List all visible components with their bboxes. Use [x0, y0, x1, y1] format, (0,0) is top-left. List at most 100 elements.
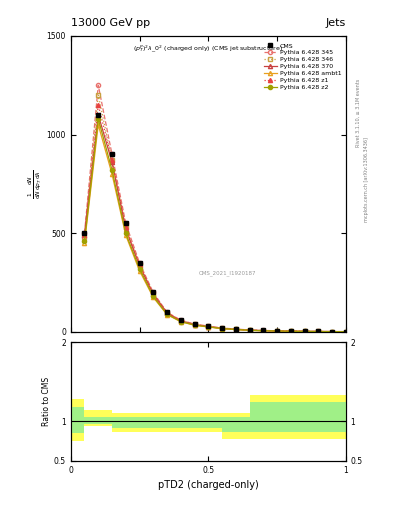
Pythia 6.428 z2	[275, 328, 279, 334]
Text: Rivet 3.1.10, ≥ 3.1M events: Rivet 3.1.10, ≥ 3.1M events	[356, 78, 361, 147]
CMS	[123, 220, 128, 226]
Pythia 6.428 z1	[233, 326, 238, 332]
Y-axis label: $\frac{1}{\mathrm{d}N}\frac{\mathrm{d}N}{\mathrm{d}p_T\,\mathrm{d}\lambda}$: $\frac{1}{\mathrm{d}N}\frac{\mathrm{d}N}…	[27, 169, 44, 199]
Pythia 6.428 z1	[165, 310, 169, 316]
Pythia 6.428 z1	[343, 329, 348, 335]
Pythia 6.428 370	[233, 326, 238, 332]
Pythia 6.428 ambt1	[192, 322, 197, 328]
Pythia 6.428 346	[330, 329, 334, 335]
CMS	[206, 323, 211, 329]
Line: Pythia 6.428 ambt1: Pythia 6.428 ambt1	[83, 122, 348, 334]
Pythia 6.428 ambt1	[110, 171, 114, 177]
Pythia 6.428 z1	[96, 102, 101, 108]
Pythia 6.428 346	[151, 290, 156, 296]
CMS	[151, 289, 156, 295]
Pythia 6.428 346	[96, 92, 101, 98]
Pythia 6.428 z2	[192, 322, 197, 328]
Pythia 6.428 ambt1	[288, 328, 293, 334]
Pythia 6.428 z1	[330, 329, 334, 335]
Line: CMS: CMS	[82, 112, 348, 334]
Pythia 6.428 z2	[178, 318, 183, 325]
Pythia 6.428 346	[137, 262, 142, 268]
CMS	[220, 325, 224, 331]
Pythia 6.428 370	[316, 328, 321, 334]
Pythia 6.428 370	[261, 328, 266, 334]
Text: Jets: Jets	[325, 18, 346, 28]
Pythia 6.428 345	[165, 309, 169, 315]
Pythia 6.428 z1	[275, 328, 279, 334]
CMS	[275, 328, 279, 334]
Pythia 6.428 370	[343, 329, 348, 335]
Pythia 6.428 370	[165, 310, 169, 316]
Pythia 6.428 z2	[330, 329, 334, 335]
Pythia 6.428 346	[192, 322, 197, 328]
Pythia 6.428 z1	[151, 291, 156, 297]
CMS	[261, 327, 266, 333]
Pythia 6.428 370	[151, 291, 156, 297]
Pythia 6.428 ambt1	[343, 329, 348, 335]
Pythia 6.428 345	[247, 327, 252, 333]
Pythia 6.428 ambt1	[151, 294, 156, 301]
Pythia 6.428 z1	[82, 232, 87, 238]
Pythia 6.428 370	[96, 112, 101, 118]
Pythia 6.428 ambt1	[316, 329, 321, 335]
Pythia 6.428 345	[330, 329, 334, 335]
Pythia 6.428 345	[178, 317, 183, 323]
Pythia 6.428 z1	[137, 262, 142, 268]
Pythia 6.428 z1	[261, 328, 266, 334]
Pythia 6.428 z2	[233, 326, 238, 332]
CMS	[96, 112, 101, 118]
Pythia 6.428 z2	[151, 293, 156, 300]
Pythia 6.428 345	[261, 327, 266, 333]
Pythia 6.428 346	[82, 234, 87, 240]
Line: Pythia 6.428 z1: Pythia 6.428 z1	[83, 103, 348, 334]
Pythia 6.428 345	[192, 321, 197, 327]
Pythia 6.428 z2	[316, 329, 321, 335]
Pythia 6.428 z2	[220, 326, 224, 332]
Pythia 6.428 345	[206, 323, 211, 329]
Pythia 6.428 z1	[302, 328, 307, 334]
Text: $(p_T^P)^2\lambda\_0^2$ (charged only) (CMS jet substructure): $(p_T^P)^2\lambda\_0^2$ (charged only) (…	[133, 43, 283, 54]
Pythia 6.428 ambt1	[206, 324, 211, 330]
Pythia 6.428 345	[288, 328, 293, 334]
Pythia 6.428 z1	[123, 224, 128, 230]
Pythia 6.428 346	[165, 310, 169, 316]
Pythia 6.428 346	[261, 328, 266, 334]
Pythia 6.428 ambt1	[123, 232, 128, 238]
CMS	[178, 317, 183, 323]
Pythia 6.428 z2	[137, 266, 142, 272]
Text: CMS_2021_I1920187: CMS_2021_I1920187	[199, 270, 256, 275]
Pythia 6.428 370	[247, 327, 252, 333]
Pythia 6.428 345	[275, 328, 279, 334]
Pythia 6.428 346	[343, 329, 348, 335]
CMS	[110, 151, 114, 157]
Pythia 6.428 ambt1	[261, 328, 266, 334]
CMS	[82, 230, 87, 237]
Pythia 6.428 ambt1	[220, 326, 224, 332]
Pythia 6.428 345	[343, 329, 348, 335]
Pythia 6.428 z2	[247, 327, 252, 333]
Pythia 6.428 z2	[96, 116, 101, 122]
Pythia 6.428 370	[302, 328, 307, 334]
Pythia 6.428 z2	[343, 329, 348, 335]
Pythia 6.428 z1	[206, 324, 211, 330]
Pythia 6.428 345	[82, 230, 87, 237]
Pythia 6.428 z2	[288, 328, 293, 334]
Line: Pythia 6.428 345: Pythia 6.428 345	[83, 83, 348, 334]
Pythia 6.428 ambt1	[233, 327, 238, 333]
CMS	[192, 321, 197, 327]
Pythia 6.428 370	[110, 159, 114, 165]
Pythia 6.428 370	[178, 318, 183, 324]
Pythia 6.428 ambt1	[330, 329, 334, 335]
CMS	[316, 328, 321, 334]
Pythia 6.428 345	[220, 325, 224, 331]
Pythia 6.428 z1	[316, 328, 321, 334]
Pythia 6.428 z2	[123, 230, 128, 237]
Pythia 6.428 345	[302, 328, 307, 334]
Pythia 6.428 z1	[110, 157, 114, 163]
CMS	[247, 327, 252, 333]
Pythia 6.428 ambt1	[178, 318, 183, 325]
CMS	[343, 329, 348, 335]
Pythia 6.428 345	[110, 151, 114, 157]
Pythia 6.428 z2	[261, 328, 266, 334]
